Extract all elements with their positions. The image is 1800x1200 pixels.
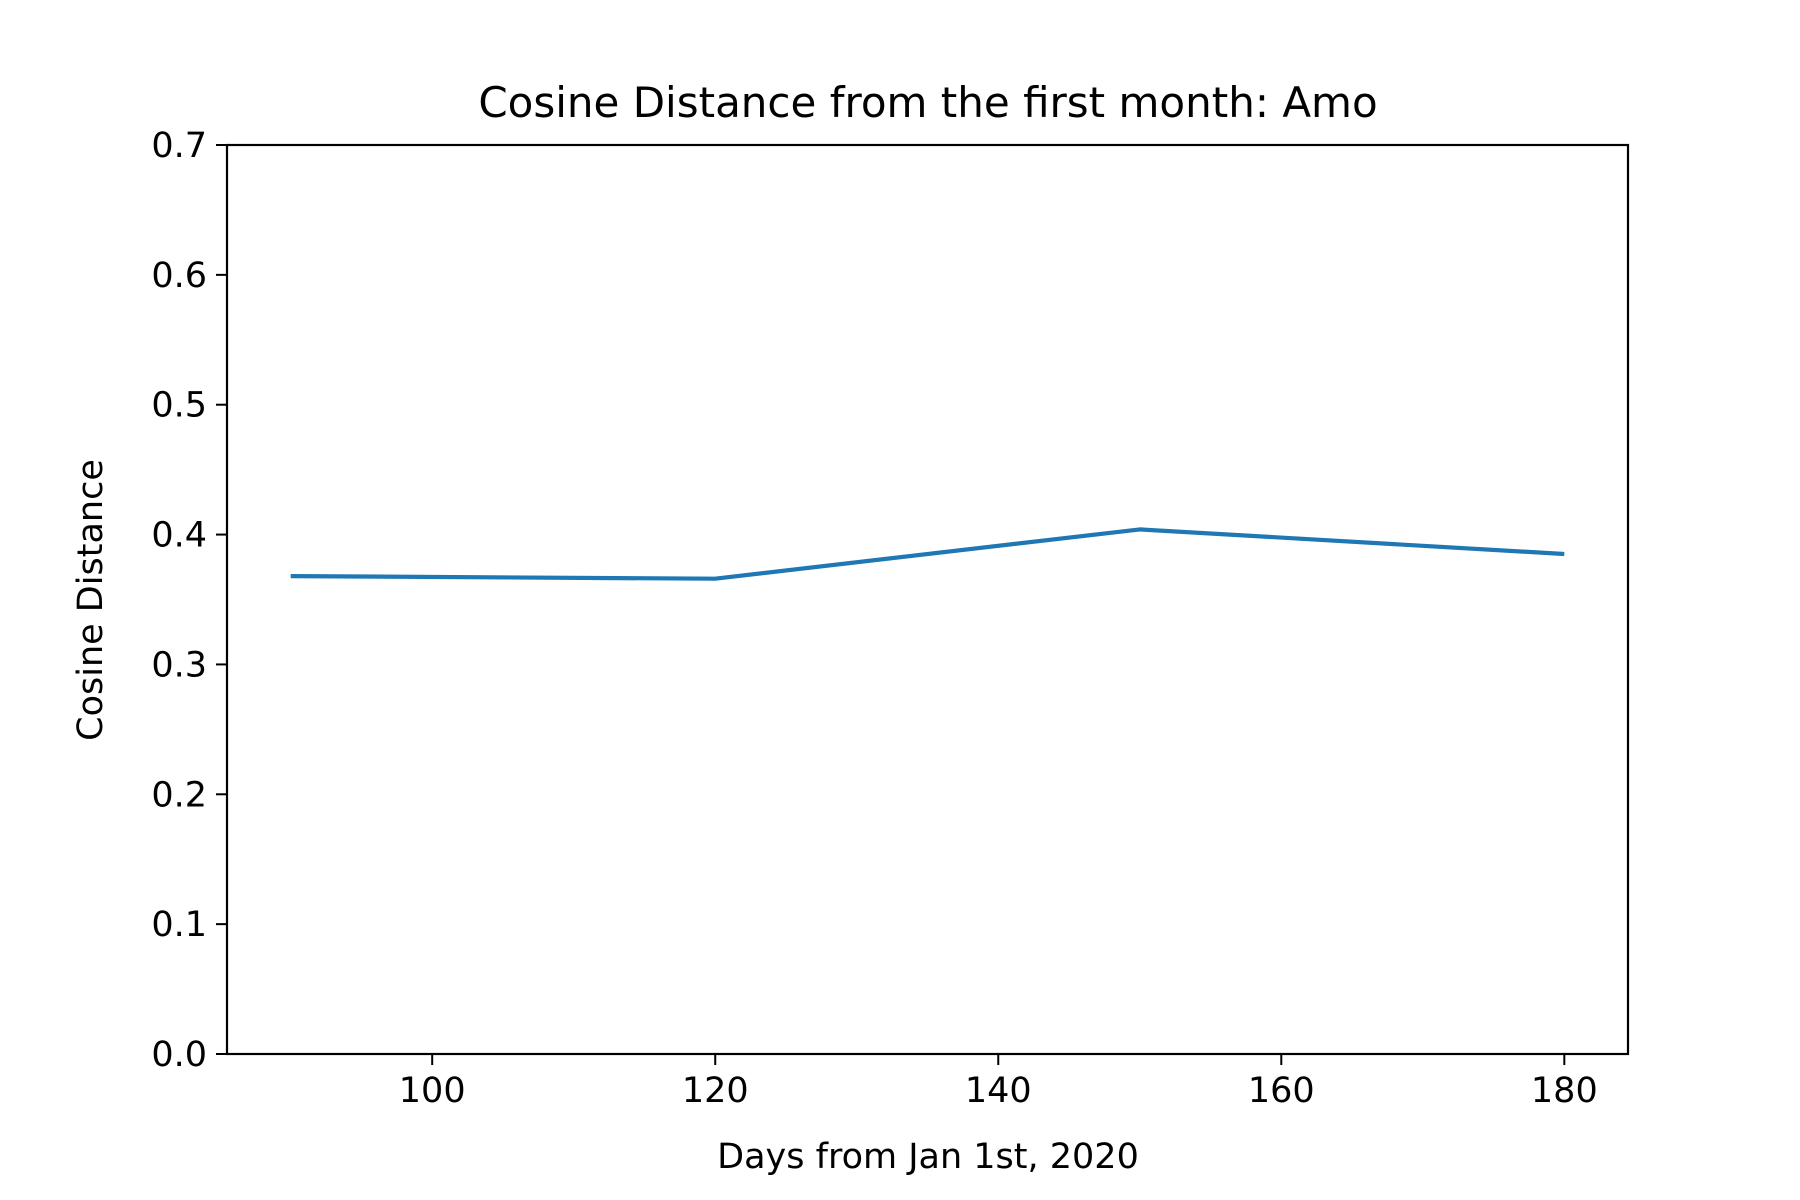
series-line: [290, 527, 1565, 581]
x-tick-label: 180: [1531, 1071, 1598, 1111]
y-tick-label: 0.5: [151, 386, 207, 426]
axes-frame: [225, 143, 1630, 1056]
x-tick-label: 140: [965, 1071, 1032, 1111]
chart-title: Cosine Distance from the first month: Am…: [478, 78, 1377, 127]
x-tick-label: 120: [682, 1071, 749, 1111]
y-axis-title: Cosine Distance: [71, 459, 111, 741]
y-tick-label: 0.1: [151, 905, 207, 945]
y-tick-label: 0.4: [151, 516, 207, 556]
y-tick-label: 0.0: [151, 1035, 207, 1075]
y-tick-label: 0.3: [151, 645, 207, 685]
y-tick-label: 0.6: [151, 256, 207, 296]
x-tick-label: 160: [1248, 1071, 1315, 1111]
plot-area: 100 120 140 160 180 0.0 0.1 0.2 0.3 0.4 0.5 0.6 0.7: [151, 126, 1630, 1111]
y-tick-label: 0.7: [151, 126, 207, 166]
x-tick-label: 100: [399, 1071, 466, 1111]
y-tick-label: 0.2: [151, 775, 207, 815]
x-axis-title: Days from Jan 1st, 2020: [717, 1137, 1139, 1177]
